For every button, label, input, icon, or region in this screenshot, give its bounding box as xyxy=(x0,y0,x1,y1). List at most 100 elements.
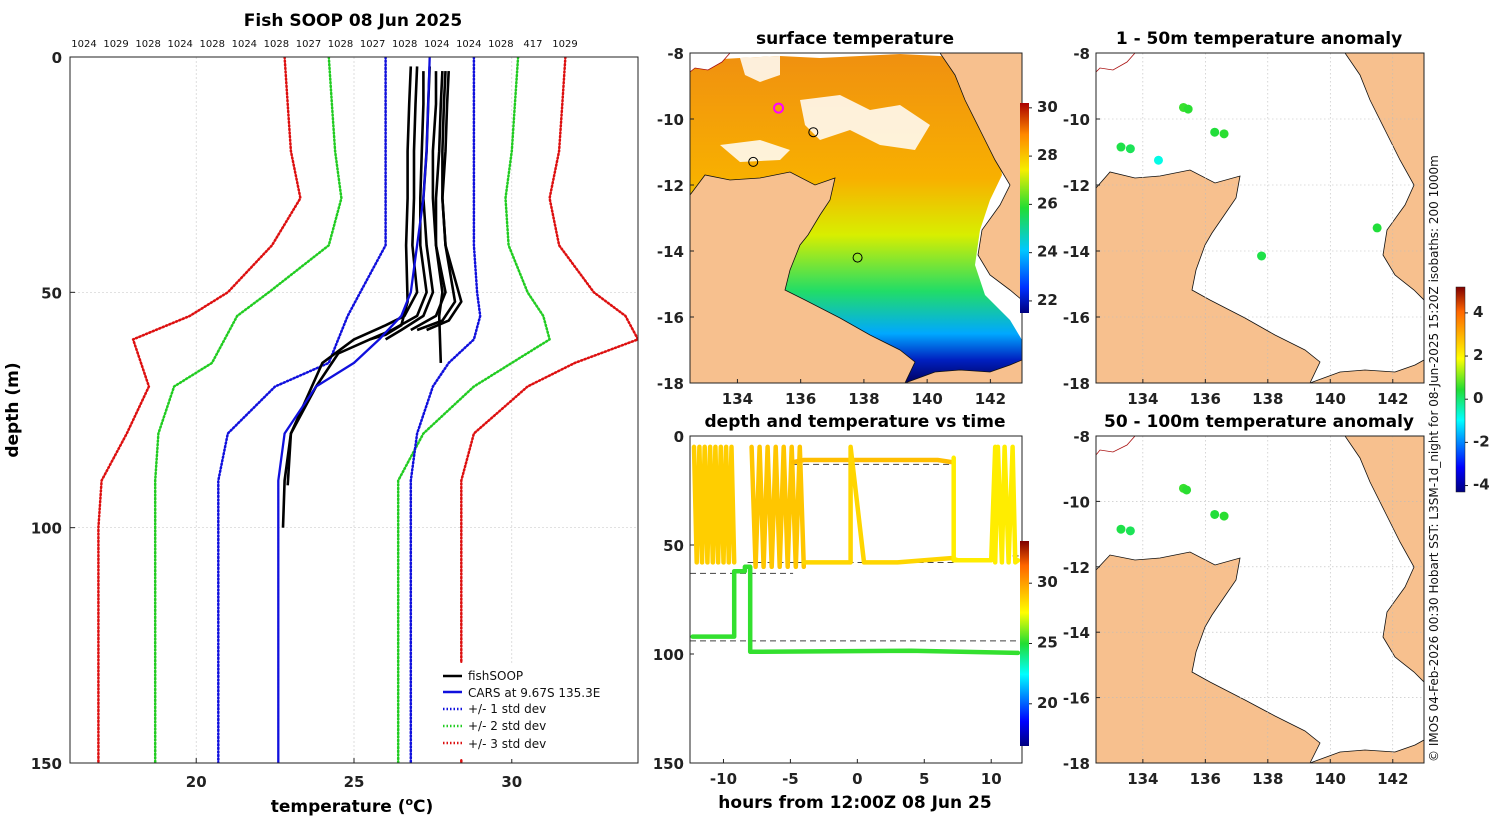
pressure-label: 1028 xyxy=(135,39,160,50)
anomaly-1-50-coast-fragment xyxy=(1096,53,1136,73)
anomaly-50-100-land-west xyxy=(1096,551,1321,763)
depth-time-track xyxy=(801,444,960,565)
depth-time-track xyxy=(790,457,955,465)
map-xtick-label: 134 xyxy=(722,390,753,408)
anomaly-dot xyxy=(1125,144,1135,154)
map-xtick-label: 136 xyxy=(785,390,816,408)
legend-label-fishsoop: fishSOOP xyxy=(468,669,523,683)
depth-time-colorbar-ticks: 20 25 30 xyxy=(1029,573,1058,712)
sst-land-west xyxy=(690,171,916,383)
anomaly-50-100-land-east xyxy=(1344,436,1424,683)
fishsoop-profile-line xyxy=(426,71,463,332)
profile-ticks: 20 25 30 0 50 100 150 xyxy=(31,49,523,791)
anomaly-1-50-map-area xyxy=(1096,53,1424,383)
pressure-label: 1024 xyxy=(232,39,257,50)
profile-xtick-label: 25 xyxy=(344,773,365,791)
profile-title: Fish SOOP 08 Jun 2025 xyxy=(244,11,462,31)
map-ytick-label: -8 xyxy=(667,45,684,63)
anomaly-50-100-dots xyxy=(1116,483,1229,536)
anomaly-1-50-ticks: 134 136 138 140 142 -8 -10 -12 -14 -16 -18 xyxy=(1063,45,1409,408)
map-xtick-label: 140 xyxy=(1315,390,1346,408)
anomaly-50-100-map-area xyxy=(1096,436,1424,763)
map-ytick-label: -16 xyxy=(1063,309,1090,327)
legend-label-3std: +/- 3 std dev xyxy=(468,737,546,751)
sst-land-south xyxy=(904,359,1022,383)
anomaly-1-50-panel: 1 - 50m temperature anomaly 134 136 138 140… xyxy=(1063,29,1425,408)
depth-time-xtick-label: -10 xyxy=(710,770,737,788)
depth-time-track xyxy=(951,444,1021,565)
anomaly-50-100-land-south xyxy=(1309,739,1424,763)
map-ytick-label: -14 xyxy=(657,243,684,261)
legend-label-cars: CARS at 9.67S 135.3E xyxy=(468,686,600,700)
anomaly-1-50-dots xyxy=(1116,102,1382,261)
sst-ticks: 134 136 138 140 142 -8 -10 -12 -14 -16 -18 xyxy=(657,45,1006,408)
sst-profile-markers xyxy=(748,102,863,263)
legend-label-1std: +/- 1 std dev xyxy=(468,702,546,716)
anomaly-1-50-land-east xyxy=(1344,53,1424,301)
pressure-labels: 1024 1029 1028 1024 1028 1024 1028 1027 1028 1027… xyxy=(71,39,577,50)
sst-colorbar xyxy=(1020,103,1029,313)
pressure-label: 1027 xyxy=(360,39,385,50)
profile-panel: Fish SOOP 08 Jun 2025 1024 1029 1028 1024 10… xyxy=(3,11,639,817)
map-ytick-label: -10 xyxy=(657,111,684,129)
profile-ytick-label: 0 xyxy=(52,49,62,67)
map-ytick-label: -14 xyxy=(1063,243,1090,261)
anomaly-dot xyxy=(1183,104,1193,114)
anomaly-dot xyxy=(1210,127,1220,137)
fishsoop-profile-line xyxy=(434,71,444,363)
pressure-label: 1027 xyxy=(296,39,321,50)
std-line-upper xyxy=(460,57,638,763)
map-ytick-label: -18 xyxy=(657,375,684,393)
colorbar-tick-label: 4 xyxy=(1473,303,1483,321)
map-xtick-label: 138 xyxy=(848,390,879,408)
sst-map-area xyxy=(690,53,1022,383)
pressure-label: 1024 xyxy=(456,39,481,50)
profile-ytick-label: 50 xyxy=(41,284,62,302)
map-xtick-label: 142 xyxy=(975,390,1006,408)
depth-time-xtick-label: 10 xyxy=(981,770,1002,788)
credit-text: © IMOS 04-Feb-2026 00:30 Hobart SST: L3S… xyxy=(1427,155,1441,762)
anomaly-50-100-panel: 50 - 100m temperature anomaly 134 136 138 1… xyxy=(1063,286,1490,788)
legend-box xyxy=(438,663,634,759)
colorbar-tick-label: 26 xyxy=(1037,194,1058,212)
depth-time-colorbar xyxy=(1020,541,1029,746)
map-ytick-label: -18 xyxy=(1063,375,1090,393)
map-xtick-label: 134 xyxy=(1127,390,1158,408)
depth-time-xlabel: hours from 12:00Z 08 Jun 25 xyxy=(718,793,991,813)
map-xtick-label: 142 xyxy=(1377,770,1408,788)
pressure-label: 1028 xyxy=(264,39,289,50)
map-xtick-label: 138 xyxy=(1252,770,1283,788)
anomaly-dot xyxy=(1125,526,1135,536)
std-line-upper xyxy=(409,57,482,763)
profile-location-circle xyxy=(852,252,863,263)
anomaly-1-50-title: 1 - 50m temperature anomaly xyxy=(1116,29,1402,49)
pressure-label: 1029 xyxy=(552,39,577,50)
sst-title: surface temperature xyxy=(756,29,954,49)
colorbar-tick-label: 25 xyxy=(1037,634,1058,652)
colorbar-tick-label: 28 xyxy=(1037,146,1058,164)
sst-map-panel: surface temperature 134 136 138 140 142 -8 -10… xyxy=(657,29,1058,408)
depth-time-ytick-label: 150 xyxy=(653,755,684,773)
anomaly-1-50-land-west xyxy=(1096,169,1321,383)
anomaly-dot xyxy=(1372,223,1382,233)
colorbar-tick-label: 30 xyxy=(1037,98,1058,116)
pressure-label: 1024 xyxy=(167,39,192,50)
depth-time-xtick-label: 0 xyxy=(852,770,862,788)
colorbar-tick-label: 30 xyxy=(1037,573,1058,591)
profile-xlabel-unit: C) xyxy=(413,797,433,817)
profile-xlabel-degree: o xyxy=(405,795,413,808)
map-ytick-label: -10 xyxy=(1063,111,1090,129)
depth-time-track xyxy=(749,444,807,570)
depth-time-title: depth and temperature vs time xyxy=(705,412,1006,432)
std-line-lower xyxy=(97,57,302,763)
fishsoop-profile-line xyxy=(281,66,413,528)
anomaly-50-100-grid xyxy=(1096,436,1424,763)
anomaly-50-100-coast-fragment xyxy=(1096,436,1136,456)
anomaly-1-50-land-south xyxy=(1309,359,1424,383)
depth-time-ytick-label: 0 xyxy=(674,428,684,446)
depth-time-tracks xyxy=(690,444,1022,656)
anomaly-colorbar-ticks: -4 -2 0 2 4 xyxy=(1465,303,1490,494)
pressure-label: 1028 xyxy=(488,39,513,50)
std-line-lower xyxy=(217,57,387,763)
